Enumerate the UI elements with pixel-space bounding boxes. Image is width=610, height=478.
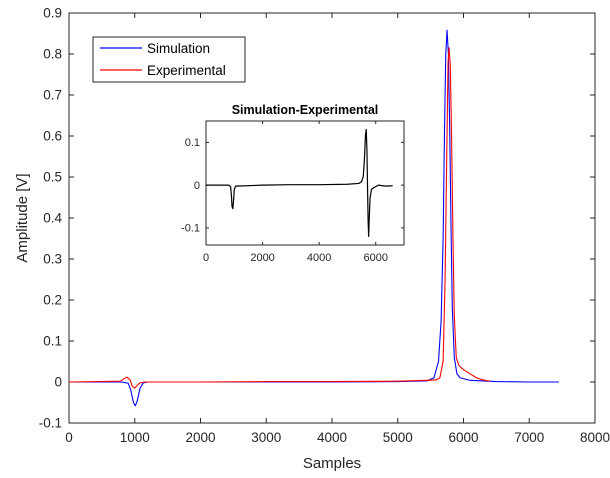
legend: Simulation Experimental <box>92 36 246 83</box>
main-x-ticks: 0 1000 2000 3000 4000 5000 6000 7000 8000 <box>65 13 610 445</box>
legend-label-experimental: Experimental <box>147 63 226 78</box>
main-x-tick-label: 4000 <box>317 430 347 445</box>
main-y-tick-label: 0.2 <box>43 293 62 308</box>
x-axis-label: Samples <box>303 455 361 472</box>
inset-series-lines <box>206 128 393 238</box>
inset-title: Simulation-Experimental <box>232 103 379 117</box>
inset-y-tick-label: -0.1 <box>181 223 200 235</box>
main-y-tick-label: 0 <box>54 375 62 390</box>
inset-x-tick-label: 6000 <box>363 252 387 264</box>
main-series-lines <box>68 29 559 407</box>
legend-label-simulation: Simulation <box>147 41 210 56</box>
main-y-ticks: -0.1 0 0.1 0.2 0.3 0.4 0.5 0.6 0.7 0.8 0.9 <box>39 6 595 431</box>
main-y-tick-label: 0.3 <box>43 252 62 267</box>
inset-x-tick-label: 0 <box>203 252 209 264</box>
main-y-tick-label: 0.9 <box>43 6 62 21</box>
main-y-tick-label: 0.6 <box>43 129 62 144</box>
inset-y-tick-label: 0 <box>194 180 200 192</box>
main-y-tick-label: -0.1 <box>39 416 62 431</box>
main-y-tick-label: 0.7 <box>43 88 62 103</box>
main-x-tick-label: 6000 <box>448 430 478 445</box>
legend-box <box>92 36 246 83</box>
main-y-tick-label: 0.4 <box>43 211 62 226</box>
main-x-tick-label: 0 <box>65 430 73 445</box>
main-series-line-experimental <box>68 47 490 389</box>
main-series-line-simulation <box>69 29 559 407</box>
inset-y-tick-label: 0.1 <box>185 137 200 149</box>
main-x-tick-label: 8000 <box>580 430 610 445</box>
inset-plot-frame <box>205 120 405 246</box>
main-x-tick-label: 2000 <box>185 430 215 445</box>
main-x-tick-label: 5000 <box>383 430 413 445</box>
inset-axes: Simulation-Experimental 0 2000 4000 6000 -0… <box>181 103 405 264</box>
main-x-tick-label: 3000 <box>251 430 281 445</box>
main-y-tick-label: 0.1 <box>43 334 62 349</box>
inset-y-ticks: -0.1 0 0.1 <box>181 137 404 235</box>
main-x-tick-label: 1000 <box>120 430 150 445</box>
main-y-tick-label: 0.8 <box>43 47 62 62</box>
inset-x-tick-label: 4000 <box>307 252 331 264</box>
main-y-tick-label: 0.5 <box>43 170 62 185</box>
y-axis-label: Amplitude [V] <box>14 173 31 262</box>
inset-x-tick-label: 2000 <box>250 252 274 264</box>
inset-series-line-difference <box>206 128 393 238</box>
inset-x-ticks: 0 2000 4000 6000 <box>203 121 388 264</box>
main-x-tick-label: 7000 <box>514 430 544 445</box>
